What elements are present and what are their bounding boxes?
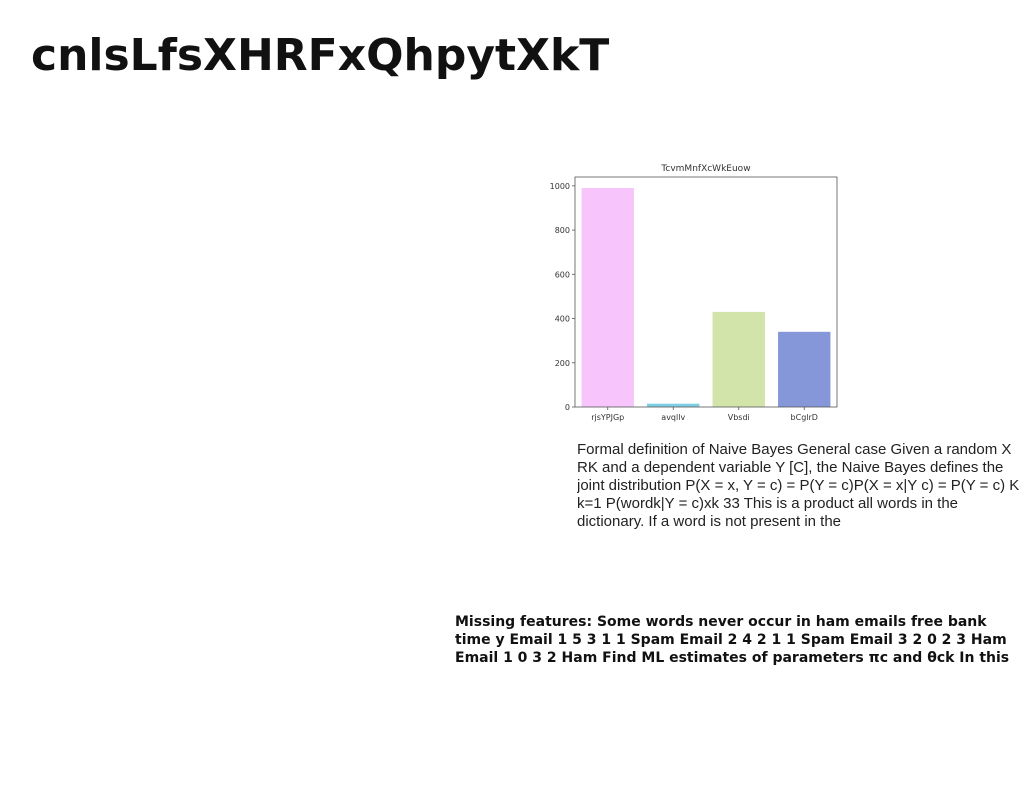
body-text: Formal definition of Naive Bayes General… (577, 441, 1020, 530)
page-title: cnlsLfsXHRFxQhpytXkT (31, 30, 610, 81)
plot-frame (574, 176, 838, 408)
chart-title: TcvmMnfXcWkEuow (660, 164, 750, 174)
x-tick-label: avqllv (661, 413, 685, 422)
y-tick-label: 0 (565, 403, 570, 412)
caption-text: Missing features: Some words never occur… (455, 614, 1010, 666)
bar-Vbsdi (712, 311, 765, 407)
y-tick-label: 200 (555, 359, 570, 368)
x-axis: rjsYPJGp avqllv Vbsdi bCglrD (591, 407, 818, 422)
y-tick-label: 1000 (550, 182, 570, 191)
y-axis: 0 200 400 600 800 1000 (550, 182, 575, 412)
bar-rjsYPJGp (581, 188, 634, 407)
bar-chart: TcvmMnfXcWkEuow 0 200 400 600 800 1000 rjsYPJ… (550, 164, 838, 422)
chart-bars (581, 188, 831, 407)
x-tick-label: rjsYPJGp (591, 413, 624, 422)
x-tick-label: Vbsdi (728, 413, 750, 422)
y-tick-label: 600 (555, 270, 570, 279)
x-tick-label: bCglrD (791, 413, 818, 422)
y-tick-label: 400 (555, 315, 570, 324)
bar-bCglrD (778, 331, 831, 407)
y-tick-label: 800 (555, 226, 570, 235)
bar-avqllv (647, 403, 700, 407)
